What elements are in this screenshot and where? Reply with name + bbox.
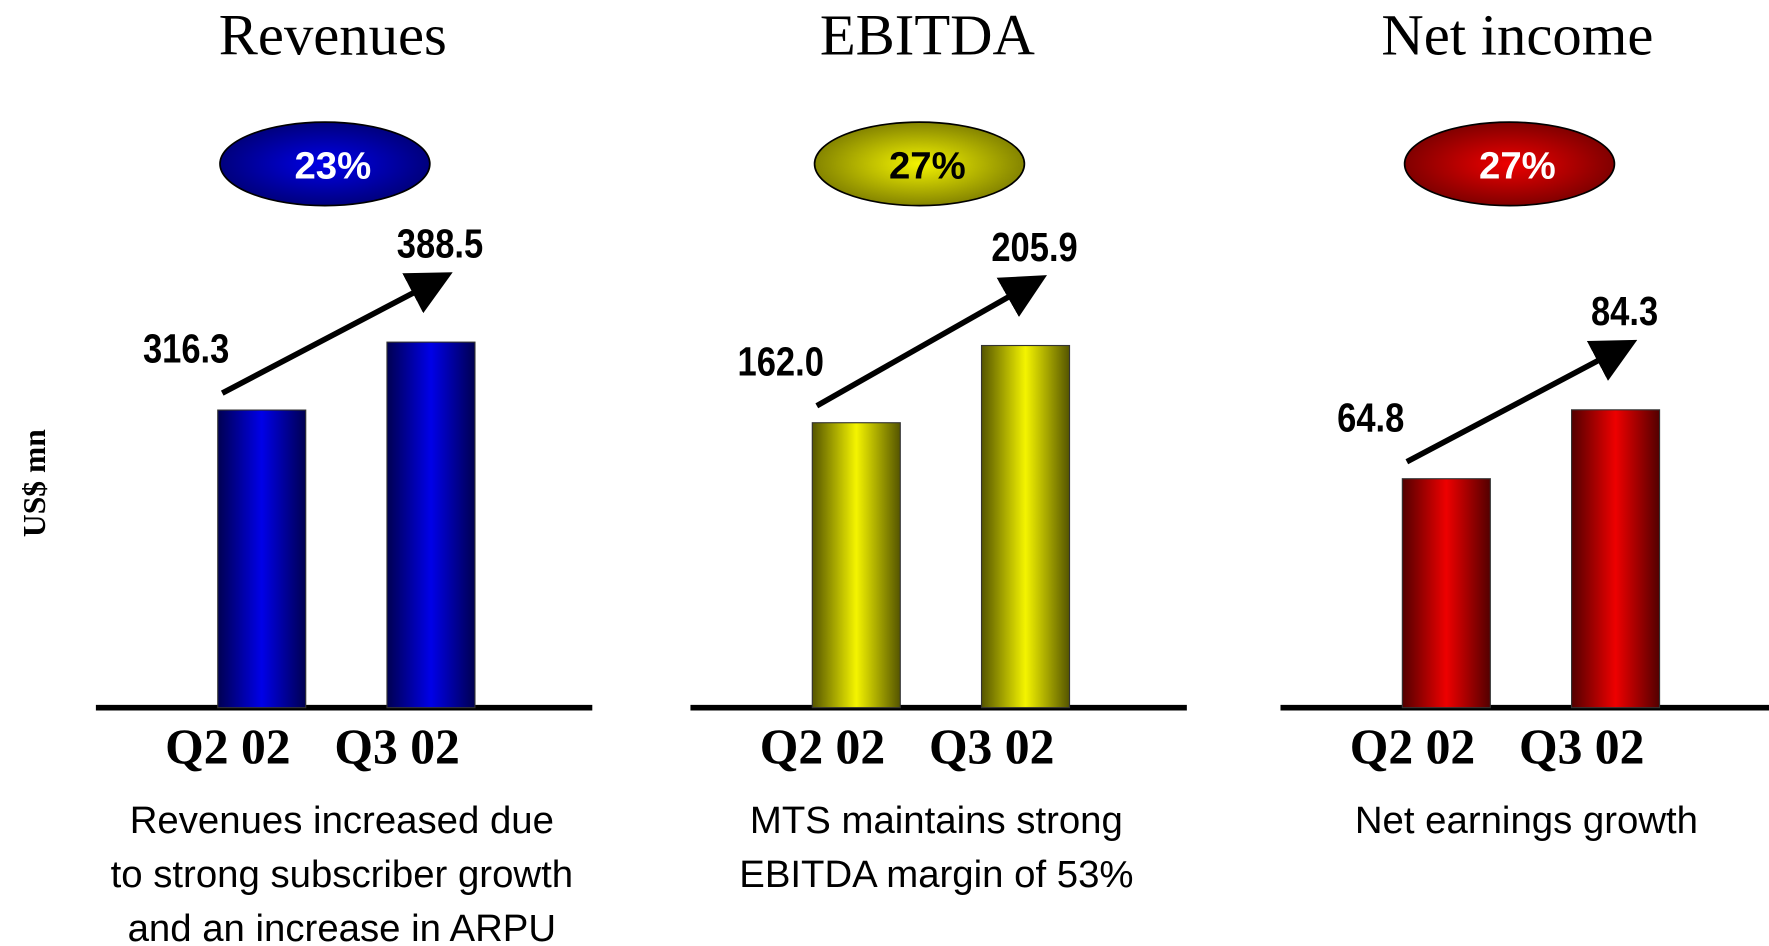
growth-badge (219, 121, 431, 207)
growth-badge (813, 121, 1026, 207)
value-label: 316.3 (143, 326, 229, 371)
chart-title: Net income (1381, 2, 1653, 67)
bar (811, 422, 901, 709)
growth-label: 27% (1479, 145, 1556, 188)
caption-line: Net earnings growth (1355, 799, 1698, 842)
caption-line: and an increase in ARPU (128, 907, 556, 946)
growth-label: 23% (294, 145, 371, 188)
value-label: 64.8 (1337, 395, 1404, 440)
bar (1401, 478, 1491, 709)
growth-badge (1403, 121, 1616, 207)
caption-line: Revenues increased due (130, 799, 554, 842)
caption-line: to strong subscriber growth (111, 853, 573, 896)
growth-label: 27% (889, 145, 966, 188)
bar (1571, 409, 1661, 709)
x-tick-label: Q2 02 (1350, 719, 1475, 774)
value-label: 388.5 (397, 221, 483, 266)
value-label: 162.0 (738, 339, 824, 384)
caption-line: MTS maintains strong (750, 799, 1123, 842)
caption-line: EBITDA margin of 53% (739, 853, 1133, 896)
chart-title: Revenues (219, 2, 447, 67)
growth-arrow (220, 272, 453, 396)
y-axis-label: US$ mn (17, 429, 52, 537)
value-label: 205.9 (991, 224, 1077, 269)
x-tick-label: Q3 02 (929, 719, 1054, 774)
bar (386, 341, 476, 709)
x-tick-label: Q2 02 (760, 719, 885, 774)
x-tick-label: Q2 02 (165, 719, 290, 774)
x-tick-label: Q3 02 (1519, 719, 1644, 774)
bar (217, 409, 307, 709)
growth-arrow (1405, 339, 1638, 465)
x-tick-label: Q3 02 (334, 719, 459, 774)
value-label: 84.3 (1591, 289, 1658, 334)
bar (980, 344, 1071, 709)
growth-arrow (815, 275, 1048, 409)
chart-title: EBITDA (820, 2, 1035, 67)
